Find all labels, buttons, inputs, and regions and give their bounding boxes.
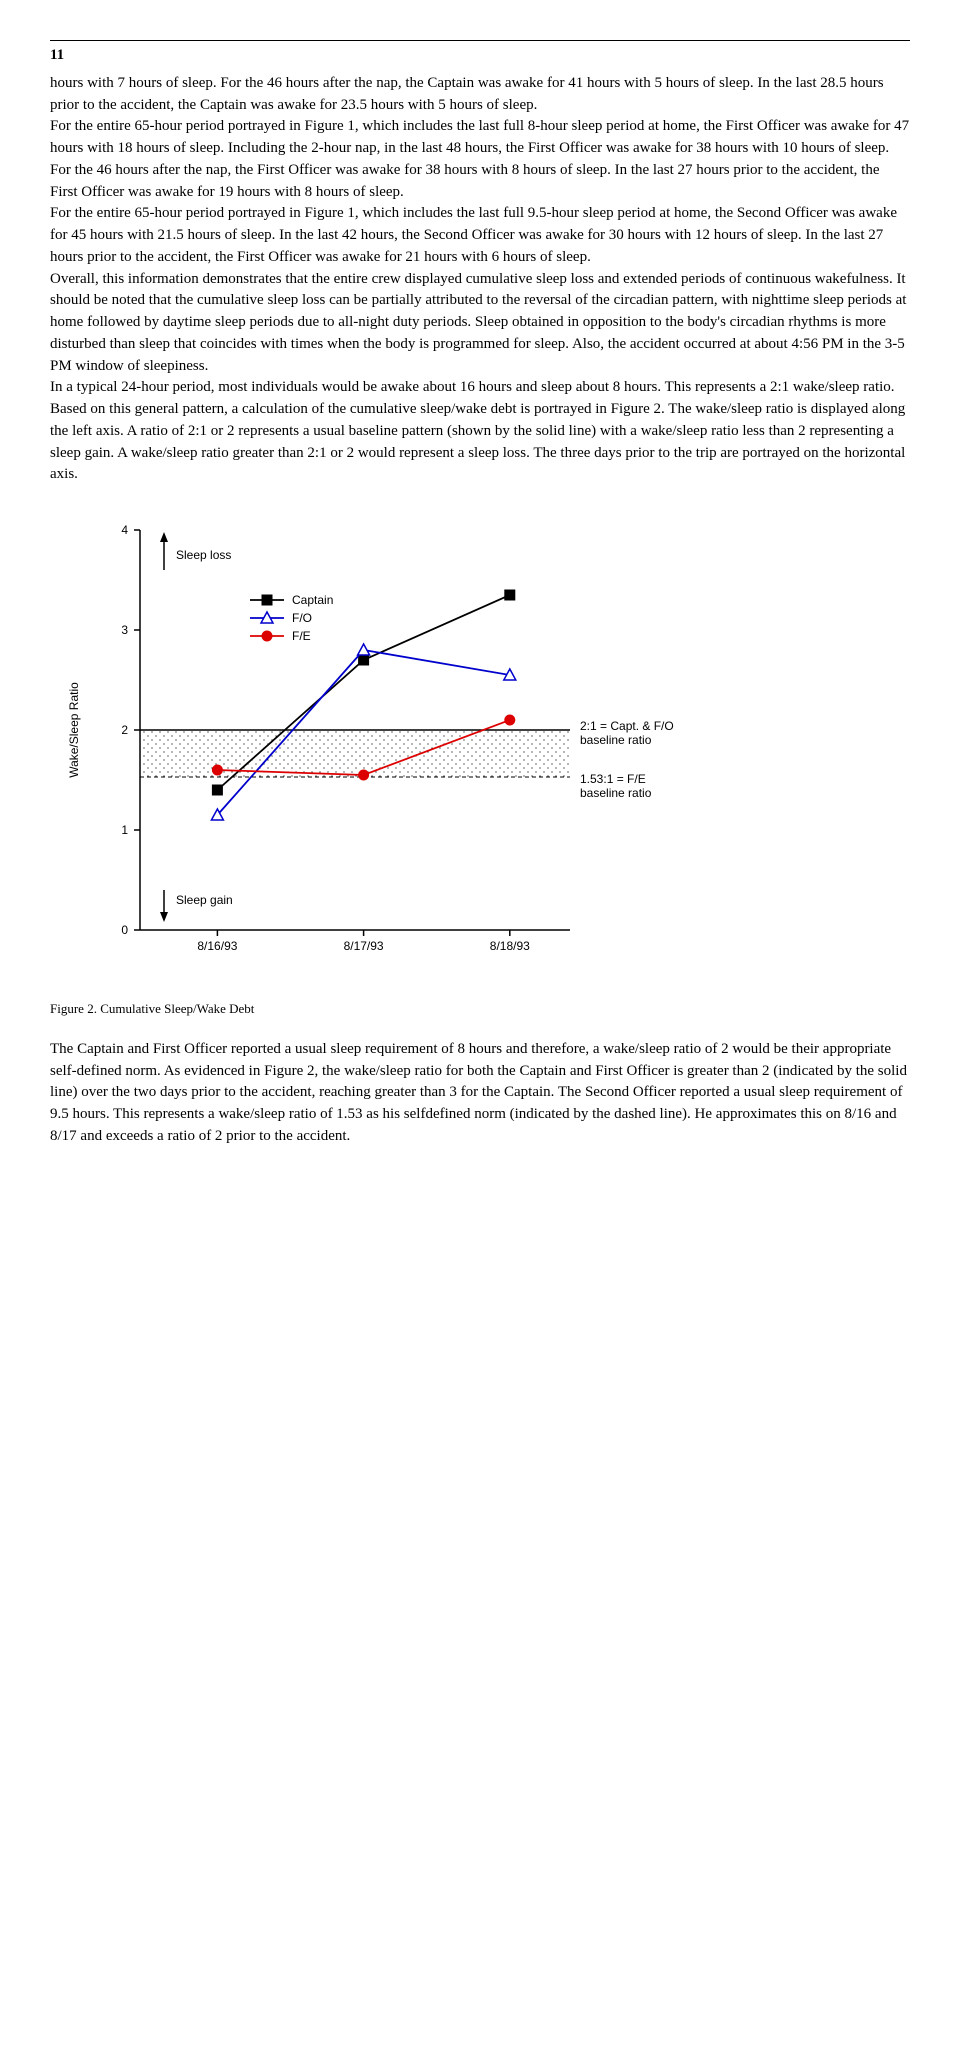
body-text-block-2: The Captain and First Officer reported a… (50, 1039, 910, 1148)
svg-text:1: 1 (121, 823, 128, 837)
wake-sleep-ratio-chart: 0 1 2 3 4 Wake/Sleep Ratio 8/16/93 8/17/93 8/18/… (50, 510, 750, 990)
svg-text:Captain: Captain (292, 593, 333, 607)
paragraph-6: The Captain and First Officer reported a… (50, 1039, 910, 1148)
svg-text:8/16/93: 8/16/93 (197, 939, 237, 953)
svg-text:Sleep loss: Sleep loss (176, 548, 231, 562)
svg-text:F/O: F/O (292, 611, 312, 625)
svg-text:8/17/93: 8/17/93 (344, 939, 384, 953)
paragraph-2: For the entire 65-hour period portrayed … (50, 116, 910, 203)
svg-text:4: 4 (121, 523, 128, 537)
svg-text:8/18/93: 8/18/93 (490, 939, 530, 953)
paragraph-3: For the entire 65-hour period portrayed … (50, 203, 910, 268)
body-text-block: hours with 7 hours of sleep. For the 46 … (50, 73, 910, 486)
svg-text:F/E: F/E (292, 629, 311, 643)
svg-text:Sleep gain: Sleep gain (176, 893, 233, 907)
svg-text:0: 0 (121, 923, 128, 937)
figure-2-caption: Figure 2. Cumulative Sleep/Wake Debt (50, 1000, 910, 1019)
paragraph-1: hours with 7 hours of sleep. For the 46 … (50, 73, 910, 117)
svg-text:Wake/Sleep Ratio: Wake/Sleep Ratio (67, 682, 81, 778)
page-number: 11 (50, 40, 910, 67)
svg-text:1.53:1 = F/Ebaseline ratio: 1.53:1 = F/Ebaseline ratio (580, 772, 652, 800)
svg-text:2:1 = Capt. & F/Obaseline rati: 2:1 = Capt. & F/Obaseline ratio (580, 719, 674, 747)
svg-text:2: 2 (121, 723, 128, 737)
svg-text:3: 3 (121, 623, 128, 637)
chart-figure-2: 0 1 2 3 4 Wake/Sleep Ratio 8/16/93 8/17/93 8/18/… (50, 510, 910, 990)
paragraph-4: Overall, this information demonstrates t… (50, 269, 910, 378)
paragraph-5: In a typical 24-hour period, most indivi… (50, 377, 910, 486)
